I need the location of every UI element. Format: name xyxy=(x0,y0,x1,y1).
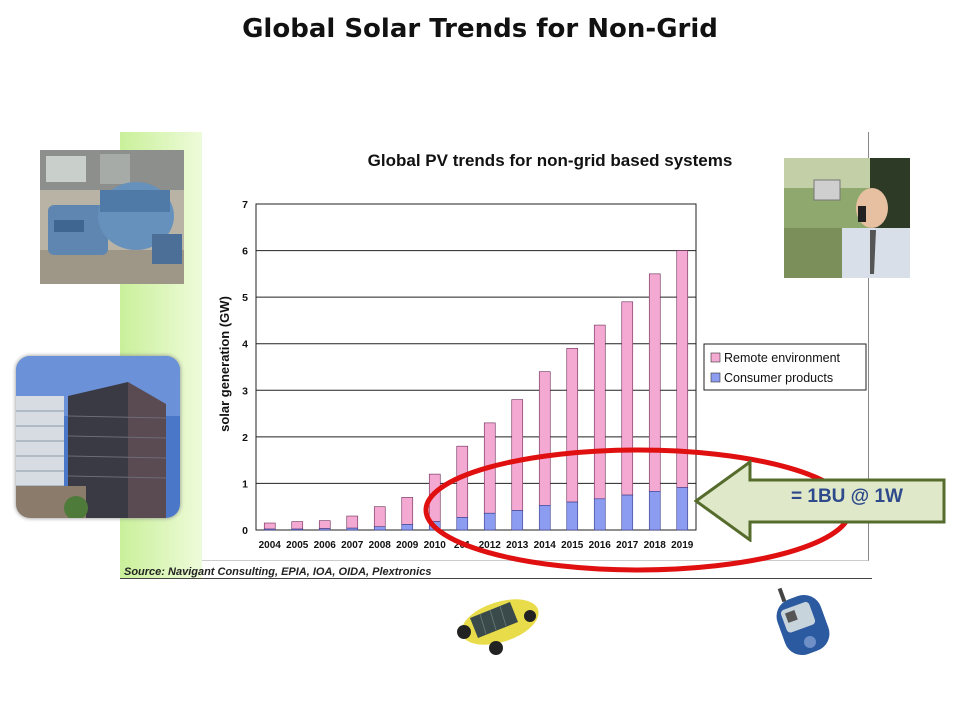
y-axis-label: solar generation (GW) xyxy=(217,296,232,432)
slide-title: Global Solar Trends for Non-Grid xyxy=(242,14,718,44)
solar-toy-car-photo xyxy=(448,588,544,658)
x-tick-label: 2006 xyxy=(314,540,337,551)
callout-arrow: = 1BU @ 1W xyxy=(694,460,946,542)
legend-label-remote: Remote environment xyxy=(724,351,841,365)
x-tick-label: 2017 xyxy=(616,540,639,551)
y-tick-label: 6 xyxy=(242,246,248,258)
glucose-meter-photo xyxy=(770,586,836,660)
legend: Remote environment Consumer products xyxy=(703,343,867,391)
legend-swatch-remote xyxy=(710,352,721,363)
x-tick-label: 2015 xyxy=(561,540,584,551)
bar-remote-2005 xyxy=(291,521,304,530)
x-tick-label: 2019 xyxy=(671,540,694,551)
x-tick-label: 2007 xyxy=(341,540,364,551)
bar-consumer-2009 xyxy=(401,524,414,531)
y-tick-label: 4 xyxy=(242,339,248,351)
x-tick-label: 2009 xyxy=(396,540,419,551)
bar-consumer-2016 xyxy=(593,498,606,531)
legend-label-consumer: Consumer products xyxy=(724,371,833,385)
legend-swatch-consumer xyxy=(710,372,721,383)
x-tick-label: 2016 xyxy=(589,540,612,551)
chart-title: Global PV trends for non-grid based syst… xyxy=(368,151,733,170)
bar-consumer-2014 xyxy=(538,505,551,531)
bar-consumer-2005 xyxy=(291,528,304,531)
y-tick-label: 1 xyxy=(242,478,248,490)
x-tick-label: 2012 xyxy=(479,540,502,551)
source-divider xyxy=(120,578,872,579)
office-buildings-photo xyxy=(16,356,180,518)
x-tick-label: 2018 xyxy=(644,540,667,551)
y-tick-label: 5 xyxy=(242,292,248,304)
bar-remote-2004 xyxy=(263,522,276,530)
bar-consumer-2017 xyxy=(621,494,634,531)
bar-consumer-2011 xyxy=(456,517,469,531)
bar-consumer-2006 xyxy=(318,528,331,531)
bar-consumer-2018 xyxy=(648,491,661,531)
industrial-turbine-photo xyxy=(40,150,184,284)
bar-remote-2009 xyxy=(401,497,414,525)
bar-consumer-2004 xyxy=(263,528,276,531)
bar-consumer-2013 xyxy=(511,510,524,531)
y-tick-label: 7 xyxy=(242,199,248,211)
bar-consumer-2015 xyxy=(566,501,579,531)
x-tick-label: 2004 xyxy=(259,540,282,551)
y-tick-label: 2 xyxy=(242,432,248,444)
bar-remote-2007 xyxy=(346,515,359,529)
y-tick-label: 0 xyxy=(242,525,248,537)
bar-consumer-2019 xyxy=(676,487,689,531)
x-tick-label: 2010 xyxy=(424,540,447,551)
y-tick-label: 3 xyxy=(242,385,248,397)
bar-consumer-2007 xyxy=(346,527,359,531)
callout-label: = 1BU @ 1W xyxy=(791,486,903,507)
x-tick-label: 2014 xyxy=(534,540,557,551)
x-tick-label: 2013 xyxy=(506,540,529,551)
bar-remote-2008 xyxy=(373,506,386,528)
bar-consumer-2008 xyxy=(373,526,386,531)
x-tick-label: 2005 xyxy=(286,540,309,551)
source-citation: Source: Navigant Consulting, EPIA, IOA, … xyxy=(124,566,432,578)
pv-trend-chart: Global PV trends for non-grid based syst… xyxy=(217,151,867,551)
bar-remote-2006 xyxy=(318,520,331,529)
x-tick-label: 2008 xyxy=(369,540,392,551)
man-on-phone-photo xyxy=(784,158,910,278)
bar-consumer-2012 xyxy=(483,512,496,531)
